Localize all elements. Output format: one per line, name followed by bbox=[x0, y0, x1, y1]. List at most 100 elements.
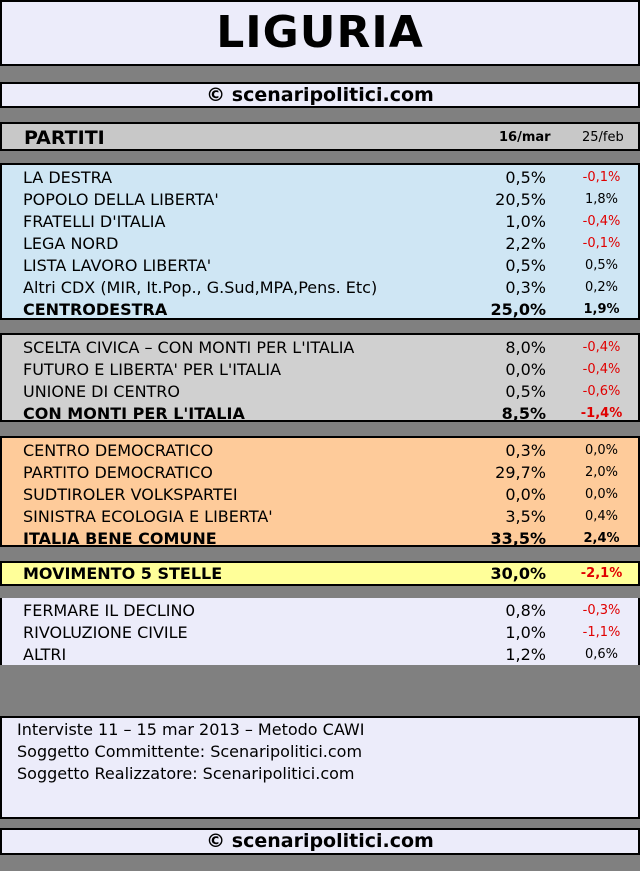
delta-value: -1,1% bbox=[582, 625, 621, 640]
delta-value: 0,0% bbox=[584, 487, 619, 502]
delta-value: 0,5% bbox=[584, 258, 619, 273]
page-title: LIGURIA bbox=[216, 7, 424, 58]
delta-value: -2,1% bbox=[580, 566, 623, 581]
party-row: FUTURO E LIBERTA' PER L'ITALIA 0,0% -0,4% bbox=[2, 359, 638, 381]
delta-value: -1,4% bbox=[580, 406, 623, 421]
separator-band bbox=[0, 151, 640, 163]
separator-band bbox=[0, 665, 640, 716]
party-row: SCELTA CIVICA – CON MONTI PER L'ITALIA 8,… bbox=[2, 337, 638, 359]
group-movimento-5-stelle: MOVIMENTO 5 STELLE 30,0% -2,1% bbox=[0, 561, 640, 586]
party-name: SINISTRA ECOLOGIA E LIBERTA' bbox=[23, 507, 273, 526]
group-monti: SCELTA CIVICA – CON MONTI PER L'ITALIA 8,… bbox=[0, 333, 640, 425]
percentage-value: 0,0% bbox=[505, 360, 546, 379]
percentage-value: 1,2% bbox=[505, 645, 546, 664]
delta-value: 0,6% bbox=[584, 647, 619, 662]
total-row: CENTRODESTRA 25,0% 1,9% bbox=[2, 299, 638, 321]
percentage-value: 0,5% bbox=[505, 256, 546, 275]
separator-band bbox=[0, 586, 640, 598]
credit-text: © scenaripolitici.com bbox=[206, 84, 434, 106]
total-row: MOVIMENTO 5 STELLE 30,0% -2,1% bbox=[2, 563, 638, 585]
percentage-value: 2,2% bbox=[505, 234, 546, 253]
party-row: UNIONE DI CENTRO 0,5% -0,6% bbox=[2, 381, 638, 403]
info-line-realizzatore: Soggetto Realizzatore: Scenaripolitici.c… bbox=[17, 764, 355, 783]
party-row: PARTITO DEMOCRATICO 29,7% 2,0% bbox=[2, 462, 638, 484]
delta-value: 2,0% bbox=[584, 465, 619, 480]
party-row: FERMARE IL DECLINO 0,8% -0,3% bbox=[2, 600, 638, 622]
percentage-value: 25,0% bbox=[490, 300, 546, 319]
separator-band bbox=[0, 547, 640, 561]
group-other: FERMARE IL DECLINO 0,8% -0,3% RIVOLUZIONE C… bbox=[0, 598, 640, 665]
separator-band bbox=[0, 320, 640, 333]
party-name: POPOLO DELLA LIBERTA' bbox=[23, 190, 219, 209]
group-italia-bene-comune: CENTRO DEMOCRATICO 0,3% 0,0% PARTITO DEMOCR… bbox=[0, 436, 640, 550]
coalition-name: CON MONTI PER L'ITALIA bbox=[23, 404, 245, 423]
party-row: SINISTRA ECOLOGIA E LIBERTA' 3,5% 0,4% bbox=[2, 506, 638, 528]
info-panel: Interviste 11 – 15 mar 2013 – Metodo CAW… bbox=[0, 716, 640, 819]
credit-text: © scenaripolitici.com bbox=[206, 830, 434, 852]
party-name: FUTURO E LIBERTA' PER L'ITALIA bbox=[23, 360, 282, 379]
percentage-value: 20,5% bbox=[495, 190, 546, 209]
percentage-value: 33,5% bbox=[490, 529, 546, 548]
party-row: FRATELLI D'ITALIA 1,0% -0,4% bbox=[2, 211, 638, 233]
separator-band bbox=[0, 422, 640, 436]
party-row: RIVOLUZIONE CIVILE 1,0% -1,1% bbox=[2, 622, 638, 644]
percentage-value: 0,0% bbox=[505, 485, 546, 504]
percentage-value: 29,7% bbox=[495, 463, 546, 482]
coalition-name: CENTRODESTRA bbox=[23, 300, 168, 319]
delta-value: 0,0% bbox=[584, 443, 619, 458]
delta-value: 0,2% bbox=[584, 280, 619, 295]
separator-band bbox=[0, 66, 640, 82]
party-row: CENTRO DEMOCRATICO 0,3% 0,0% bbox=[2, 440, 638, 462]
percentage-value: 1,0% bbox=[505, 623, 546, 642]
delta-value: 0,4% bbox=[584, 509, 619, 524]
party-row: Altri CDX (MIR, It.Pop., G.Sud,MPA,Pens.… bbox=[2, 277, 638, 299]
percentage-value: 1,0% bbox=[505, 212, 546, 231]
party-name: Altri CDX (MIR, It.Pop., G.Sud,MPA,Pens.… bbox=[23, 278, 378, 297]
percentage-value: 0,3% bbox=[505, 278, 546, 297]
separator-band bbox=[0, 108, 640, 122]
percentage-value: 0,5% bbox=[505, 168, 546, 187]
percentage-value: 30,0% bbox=[490, 564, 546, 583]
party-name: RIVOLUZIONE CIVILE bbox=[23, 623, 188, 642]
party-row: LEGA NORD 2,2% -0,1% bbox=[2, 233, 638, 255]
party-name: SUDTIROLER VOLKSPARTEI bbox=[23, 485, 238, 504]
delta-value: -0,4% bbox=[582, 362, 621, 377]
credit-banner-top: © scenaripolitici.com bbox=[0, 82, 640, 108]
party-name: CENTRO DEMOCRATICO bbox=[23, 441, 214, 460]
party-name: ALTRI bbox=[23, 645, 67, 664]
delta-value: 2,4% bbox=[583, 531, 620, 546]
percentage-value: 8,5% bbox=[501, 404, 546, 423]
delta-value: -0,3% bbox=[582, 603, 621, 618]
total-row: CON MONTI PER L'ITALIA 8,5% -1,4% bbox=[2, 403, 638, 425]
separator-band bbox=[0, 855, 640, 871]
separator-band bbox=[0, 819, 640, 828]
delta-value: 1,8% bbox=[584, 192, 619, 207]
header-date-current: 16/mar bbox=[499, 130, 551, 145]
info-line-method: Interviste 11 – 15 mar 2013 – Metodo CAW… bbox=[17, 720, 365, 739]
group-centrodestra: LA DESTRA 0,5% -0,1% POPOLO DELLA LIBERTA' 2… bbox=[0, 163, 640, 320]
delta-value: -0,1% bbox=[582, 236, 621, 251]
party-row: SUDTIROLER VOLKSPARTEI 0,0% 0,0% bbox=[2, 484, 638, 506]
party-name: PARTITO DEMOCRATICO bbox=[23, 463, 213, 482]
percentage-value: 0,8% bbox=[505, 601, 546, 620]
percentage-value: 0,5% bbox=[505, 382, 546, 401]
party-name: LA DESTRA bbox=[23, 168, 113, 187]
coalition-name: ITALIA BENE COMUNE bbox=[23, 529, 217, 548]
party-row: LA DESTRA 0,5% -0,1% bbox=[2, 167, 638, 189]
party-name: LISTA LAVORO LIBERTA' bbox=[23, 256, 212, 275]
percentage-value: 0,3% bbox=[505, 441, 546, 460]
delta-value: -0,1% bbox=[582, 170, 621, 185]
title-panel: LIGURIA bbox=[0, 0, 640, 66]
party-name: SCELTA CIVICA – CON MONTI PER L'ITALIA bbox=[23, 338, 355, 357]
percentage-value: 8,0% bbox=[505, 338, 546, 357]
credit-banner-bottom: © scenaripolitici.com bbox=[0, 828, 640, 855]
total-row: ITALIA BENE COMUNE 33,5% 2,4% bbox=[2, 528, 638, 550]
header-label: PARTITI bbox=[24, 127, 105, 149]
table-header: PARTITI 16/mar 25/feb bbox=[0, 122, 640, 151]
party-name: FRATELLI D'ITALIA bbox=[23, 212, 166, 231]
party-name: LEGA NORD bbox=[23, 234, 119, 253]
delta-value: 1,9% bbox=[583, 302, 620, 317]
coalition-name: MOVIMENTO 5 STELLE bbox=[23, 564, 223, 583]
party-row: ALTRI 1,2% 0,6% bbox=[2, 644, 638, 666]
party-name: FERMARE IL DECLINO bbox=[23, 601, 196, 620]
